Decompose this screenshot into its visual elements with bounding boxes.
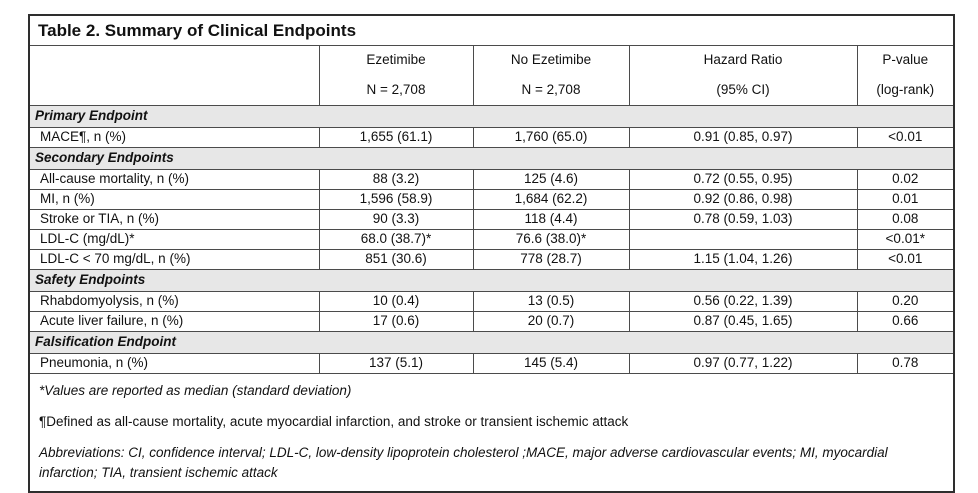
- hazard-ratio-cell: 1.15 (1.04, 1.26): [628, 248, 858, 270]
- footnotes-cell: *Values are reported as median (standard…: [28, 372, 955, 492]
- ezetimibe-cell: 90 (3.3): [318, 208, 474, 230]
- section-header-row: Safety Endpoints: [28, 268, 955, 292]
- header-cell-no-ezetimibe: No Ezetimibe N = 2,708: [472, 45, 630, 106]
- hazard-ratio-cell: 0.97 (0.77, 1.22): [628, 352, 858, 374]
- section-header-label: Falsification Endpoint: [28, 330, 955, 354]
- no-ezetimibe-cell: 125 (4.6): [472, 168, 630, 190]
- ezetimibe-cell: 1,655 (61.1): [318, 126, 474, 148]
- table-row: Stroke or TIA, n (%) 90 (3.3) 118 (4.4) 0.7…: [28, 208, 955, 230]
- no-ezetimibe-cell: 1,684 (62.2): [472, 188, 630, 210]
- header-no-ezetimibe-name: No Ezetimibe: [510, 52, 592, 68]
- header-hazard-ratio-ci: (95% CI): [716, 82, 770, 98]
- header-cell-hazard-ratio: Hazard Ratio (95% CI): [628, 45, 858, 106]
- ezetimibe-cell: 137 (5.1): [318, 352, 474, 374]
- ezetimibe-cell: 68.0 (38.7)*: [318, 228, 474, 250]
- clinical-endpoints-table: Table 2. Summary of Clinical Endpoints E…: [28, 14, 956, 493]
- table-row: Acute liver failure, n (%) 17 (0.6) 20 (0.…: [28, 310, 955, 332]
- no-ezetimibe-cell: 76.6 (38.0)*: [472, 228, 630, 250]
- header-cell-row-label: [28, 45, 320, 106]
- section-header-label: Primary Endpoint: [28, 105, 955, 128]
- p-value-cell: 0.20: [856, 290, 955, 312]
- ezetimibe-cell: 1,596 (58.9): [318, 188, 474, 210]
- section-header-row: Primary Endpoint: [28, 105, 955, 128]
- endpoint-label-cell: LDL-C (mg/dL)*: [28, 228, 320, 250]
- p-value-cell: 0.66: [856, 310, 955, 332]
- header-p-value-test: (log-rank): [876, 82, 935, 98]
- table-row: All-cause mortality, n (%) 88 (3.2) 125 (4…: [28, 168, 955, 190]
- endpoint-label-cell: All-cause mortality, n (%): [28, 168, 320, 190]
- section-header-label: Secondary Endpoints: [28, 146, 955, 170]
- p-value-cell: <0.01: [856, 248, 955, 270]
- hazard-ratio-cell: 0.91 (0.85, 0.97): [628, 126, 858, 148]
- table-row: MACE¶, n (%) 1,655 (61.1) 1,760 (65.0) 0.91…: [28, 126, 955, 148]
- p-value-cell: <0.01: [856, 126, 955, 148]
- hazard-ratio-cell: 0.72 (0.55, 0.95): [628, 168, 858, 190]
- ezetimibe-cell: 10 (0.4): [318, 290, 474, 312]
- section-header-label: Safety Endpoints: [28, 268, 955, 292]
- table-head-section: Table 2. Summary of Clinical Endpoints E…: [28, 14, 955, 106]
- no-ezetimibe-cell: 20 (0.7): [472, 310, 630, 332]
- column-header-row: Ezetimibe N = 2,708 No Ezetimibe N = 2,7…: [28, 45, 955, 106]
- no-ezetimibe-cell: 145 (5.4): [472, 352, 630, 374]
- table-body-section: Primary Endpoint MACE¶, n (%) 1,655 (61.1)…: [28, 105, 955, 374]
- endpoint-label-cell: Pneumonia, n (%): [28, 352, 320, 374]
- p-value-cell: 0.78: [856, 352, 955, 374]
- no-ezetimibe-cell: 778 (28.7): [472, 248, 630, 270]
- ezetimibe-cell: 851 (30.6): [318, 248, 474, 270]
- footnotes-row: *Values are reported as median (standard…: [28, 372, 955, 492]
- endpoint-label-cell: LDL-C < 70 mg/dL, n (%): [28, 248, 320, 270]
- ezetimibe-cell: 88 (3.2): [318, 168, 474, 190]
- no-ezetimibe-cell: 118 (4.4): [472, 208, 630, 230]
- table-row: Rhabdomyolysis, n (%) 10 (0.4) 13 (0.5) 0.5…: [28, 290, 955, 312]
- ezetimibe-cell: 17 (0.6): [318, 310, 474, 332]
- p-value-cell: 0.01: [856, 188, 955, 210]
- hazard-ratio-cell: 0.78 (0.59, 1.03): [628, 208, 858, 230]
- hazard-ratio-cell: 0.56 (0.22, 1.39): [628, 290, 858, 312]
- footnote-mace-definition: ¶Defined as all-cause mortality, acute m…: [39, 413, 629, 429]
- endpoint-label-cell: MACE¶, n (%): [28, 126, 320, 148]
- header-ezetimibe-n: N = 2,708: [366, 82, 426, 98]
- header-p-value-name: P-value: [882, 52, 929, 68]
- header-cell-ezetimibe: Ezetimibe N = 2,708: [318, 45, 474, 106]
- header-ezetimibe-name: Ezetimibe: [366, 52, 426, 68]
- table-footer-section: *Values are reported as median (standard…: [28, 372, 955, 492]
- endpoint-label-cell: Acute liver failure, n (%): [28, 310, 320, 332]
- endpoint-label-cell: Stroke or TIA, n (%): [28, 208, 320, 230]
- header-no-ezetimibe-n: N = 2,708: [521, 82, 581, 98]
- hazard-ratio-cell: 0.87 (0.45, 1.65): [628, 310, 858, 332]
- hazard-ratio-cell: 0.92 (0.86, 0.98): [628, 188, 858, 210]
- section-header-row: Falsification Endpoint: [28, 330, 955, 354]
- endpoint-label-cell: Rhabdomyolysis, n (%): [28, 290, 320, 312]
- no-ezetimibe-cell: 1,760 (65.0): [472, 126, 630, 148]
- header-hazard-ratio-name: Hazard Ratio: [703, 52, 783, 68]
- footnote-abbreviations: Abbreviations: CI, confidence interval; …: [39, 445, 888, 481]
- p-value-cell: 0.08: [856, 208, 955, 230]
- no-ezetimibe-cell: 13 (0.5): [472, 290, 630, 312]
- p-value-cell: <0.01*: [856, 228, 955, 250]
- table-row: MI, n (%) 1,596 (58.9) 1,684 (62.2) 0.92 (0…: [28, 188, 955, 210]
- table-title: Table 2. Summary of Clinical Endpoints: [28, 14, 955, 47]
- footnote-median-sd: *Values are reported as median (standard…: [39, 382, 352, 398]
- table-row: Pneumonia, n (%) 137 (5.1) 145 (5.4) 0.97 (…: [28, 352, 955, 374]
- table-row: LDL-C < 70 mg/dL, n (%) 851 (30.6) 778 (28…: [28, 248, 955, 270]
- hazard-ratio-cell: [628, 228, 858, 250]
- section-header-row: Secondary Endpoints: [28, 146, 955, 170]
- p-value-cell: 0.02: [856, 168, 955, 190]
- endpoint-label-cell: MI, n (%): [28, 188, 320, 210]
- table-row: LDL-C (mg/dL)* 68.0 (38.7)* 76.6 (38.0)* <0…: [28, 228, 955, 250]
- table-title-row: Table 2. Summary of Clinical Endpoints: [28, 14, 955, 47]
- header-cell-p-value: P-value (log-rank): [856, 45, 955, 106]
